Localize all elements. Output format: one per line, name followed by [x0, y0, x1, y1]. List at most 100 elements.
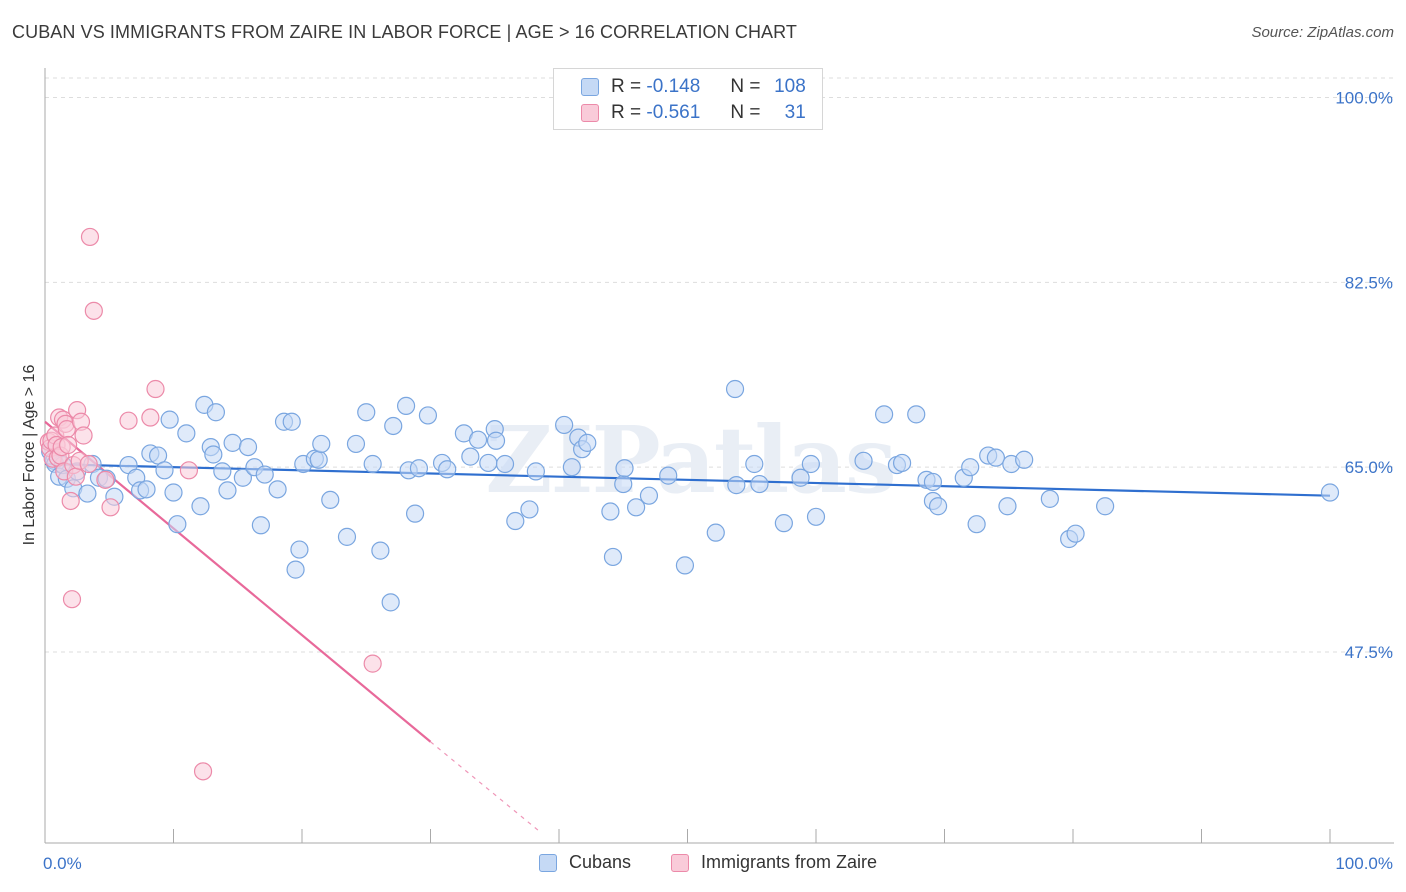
cuban-point: [986, 448, 1006, 467]
cuban-point: [578, 433, 597, 452]
cuban-point: [78, 484, 97, 503]
cuban-point: [168, 515, 187, 534]
series-zaire: [39, 227, 382, 781]
cuban-point: [486, 431, 506, 450]
cuban-point: [164, 483, 183, 502]
cuban-point: [727, 476, 746, 495]
zaire-point: [79, 454, 98, 474]
cuban-point: [206, 403, 226, 422]
zaire-point: [59, 435, 78, 455]
correlation-legend: R = -0.148 N = 108 R = -0.561 N = 31: [553, 68, 823, 130]
cuban-point: [160, 410, 179, 429]
cuban-point: [286, 560, 305, 579]
cuban-point: [506, 511, 525, 531]
legend-swatch-zaire: [671, 853, 689, 872]
cuban-point: [1066, 524, 1085, 543]
cuban-point: [555, 415, 574, 435]
cuban-point: [396, 396, 416, 416]
cuban-point: [363, 454, 382, 474]
zaire-point: [74, 426, 93, 445]
cuban-point: [806, 507, 826, 526]
cuban-point: [875, 405, 894, 424]
cuban-point: [381, 593, 400, 612]
cuban-point: [405, 504, 425, 523]
zaire-point: [96, 470, 115, 489]
cuban-point: [675, 556, 695, 575]
y-tick-label: 100.0%: [1335, 89, 1393, 108]
cuban-point: [223, 433, 242, 452]
zaire-point: [84, 301, 103, 320]
cuban-point: [155, 461, 174, 480]
cuban-point: [233, 468, 252, 487]
cuban-point: [961, 458, 980, 477]
cuban-point: [191, 497, 210, 516]
legend-item-cubans: Cubans: [539, 852, 631, 873]
legend-row-cubans: R = -0.148 N = 108: [554, 74, 806, 100]
legend-item-zaire: Immigrants from Zaire: [671, 852, 877, 873]
cuban-point: [438, 460, 457, 479]
cuban-point: [774, 514, 793, 533]
cuban-point: [854, 451, 873, 470]
cuban-point: [750, 474, 769, 494]
cuban-point: [337, 527, 357, 546]
cuban-point: [923, 472, 943, 492]
cuban-point: [218, 481, 237, 500]
y-tick-label: 82.5%: [1345, 273, 1393, 292]
legend-row-zaire: R = -0.561 N = 31: [554, 100, 806, 126]
tick-labels: 100.0% 82.5% 65.0% 47.5% 0.0% 100.0%: [43, 89, 1393, 874]
cuban-point: [615, 459, 634, 478]
cuban-point: [601, 502, 620, 521]
legend-label-cubans: Cubans: [569, 852, 632, 872]
legend-r-label: R =: [611, 102, 642, 123]
legend-n-label: N =: [730, 102, 761, 123]
cuban-point: [639, 486, 659, 505]
cuban-point: [791, 468, 810, 487]
cuban-point: [309, 450, 328, 469]
cuban-point: [706, 523, 725, 542]
cuban-point: [562, 458, 581, 477]
zaire-point: [179, 461, 199, 480]
cuban-point: [659, 466, 678, 485]
watermark: ZIPatlas: [485, 406, 894, 514]
cuban-point: [177, 424, 196, 443]
cuban-point: [1040, 489, 1059, 508]
legend-swatch-cubans: [581, 78, 599, 96]
cuban-point: [409, 459, 429, 478]
zaire-point: [141, 408, 160, 427]
zaire-trend-extension: [430, 741, 541, 833]
cuban-point: [614, 474, 633, 494]
legend-n-value: 108: [774, 76, 806, 97]
zaire-point: [61, 491, 80, 511]
legend-r-value: -0.561: [646, 102, 701, 123]
cuban-point: [725, 379, 745, 399]
cuban-point: [384, 416, 403, 436]
source-credit: Source: ZipAtlas.com: [1251, 24, 1394, 41]
y-axis-label: In Labor Force | Age > 16: [21, 365, 38, 546]
cuban-point: [907, 405, 926, 424]
zaire-point: [62, 590, 82, 609]
chart-title: CUBAN VS IMMIGRANTS FROM ZAIRE IN LABOR …: [12, 22, 798, 42]
cuban-point: [520, 500, 539, 519]
cuban-point: [495, 454, 515, 474]
cuban-point: [255, 465, 274, 484]
cuban-point: [967, 515, 986, 534]
x-tick-label: 0.0%: [43, 854, 82, 873]
cuban-point: [626, 498, 646, 517]
cuban-point: [745, 454, 764, 474]
zaire-point: [146, 379, 165, 399]
cuban-point: [268, 480, 287, 499]
legend-label-zaire: Immigrants from Zaire: [701, 852, 878, 872]
cuban-point: [1015, 450, 1034, 469]
cuban-point: [357, 403, 376, 422]
cuban-point: [998, 497, 1017, 516]
zaire-point: [66, 467, 85, 486]
zaire-point: [193, 762, 213, 781]
series-legend: Cubans Immigrants from Zaire: [0, 852, 1406, 878]
legend-n-label: N =: [730, 76, 761, 97]
cuban-point: [290, 540, 309, 559]
cuban-point: [238, 437, 258, 457]
legend-n-value: 31: [784, 102, 806, 123]
cuban-point: [282, 412, 301, 431]
legend-r-value: -0.148: [646, 76, 701, 97]
